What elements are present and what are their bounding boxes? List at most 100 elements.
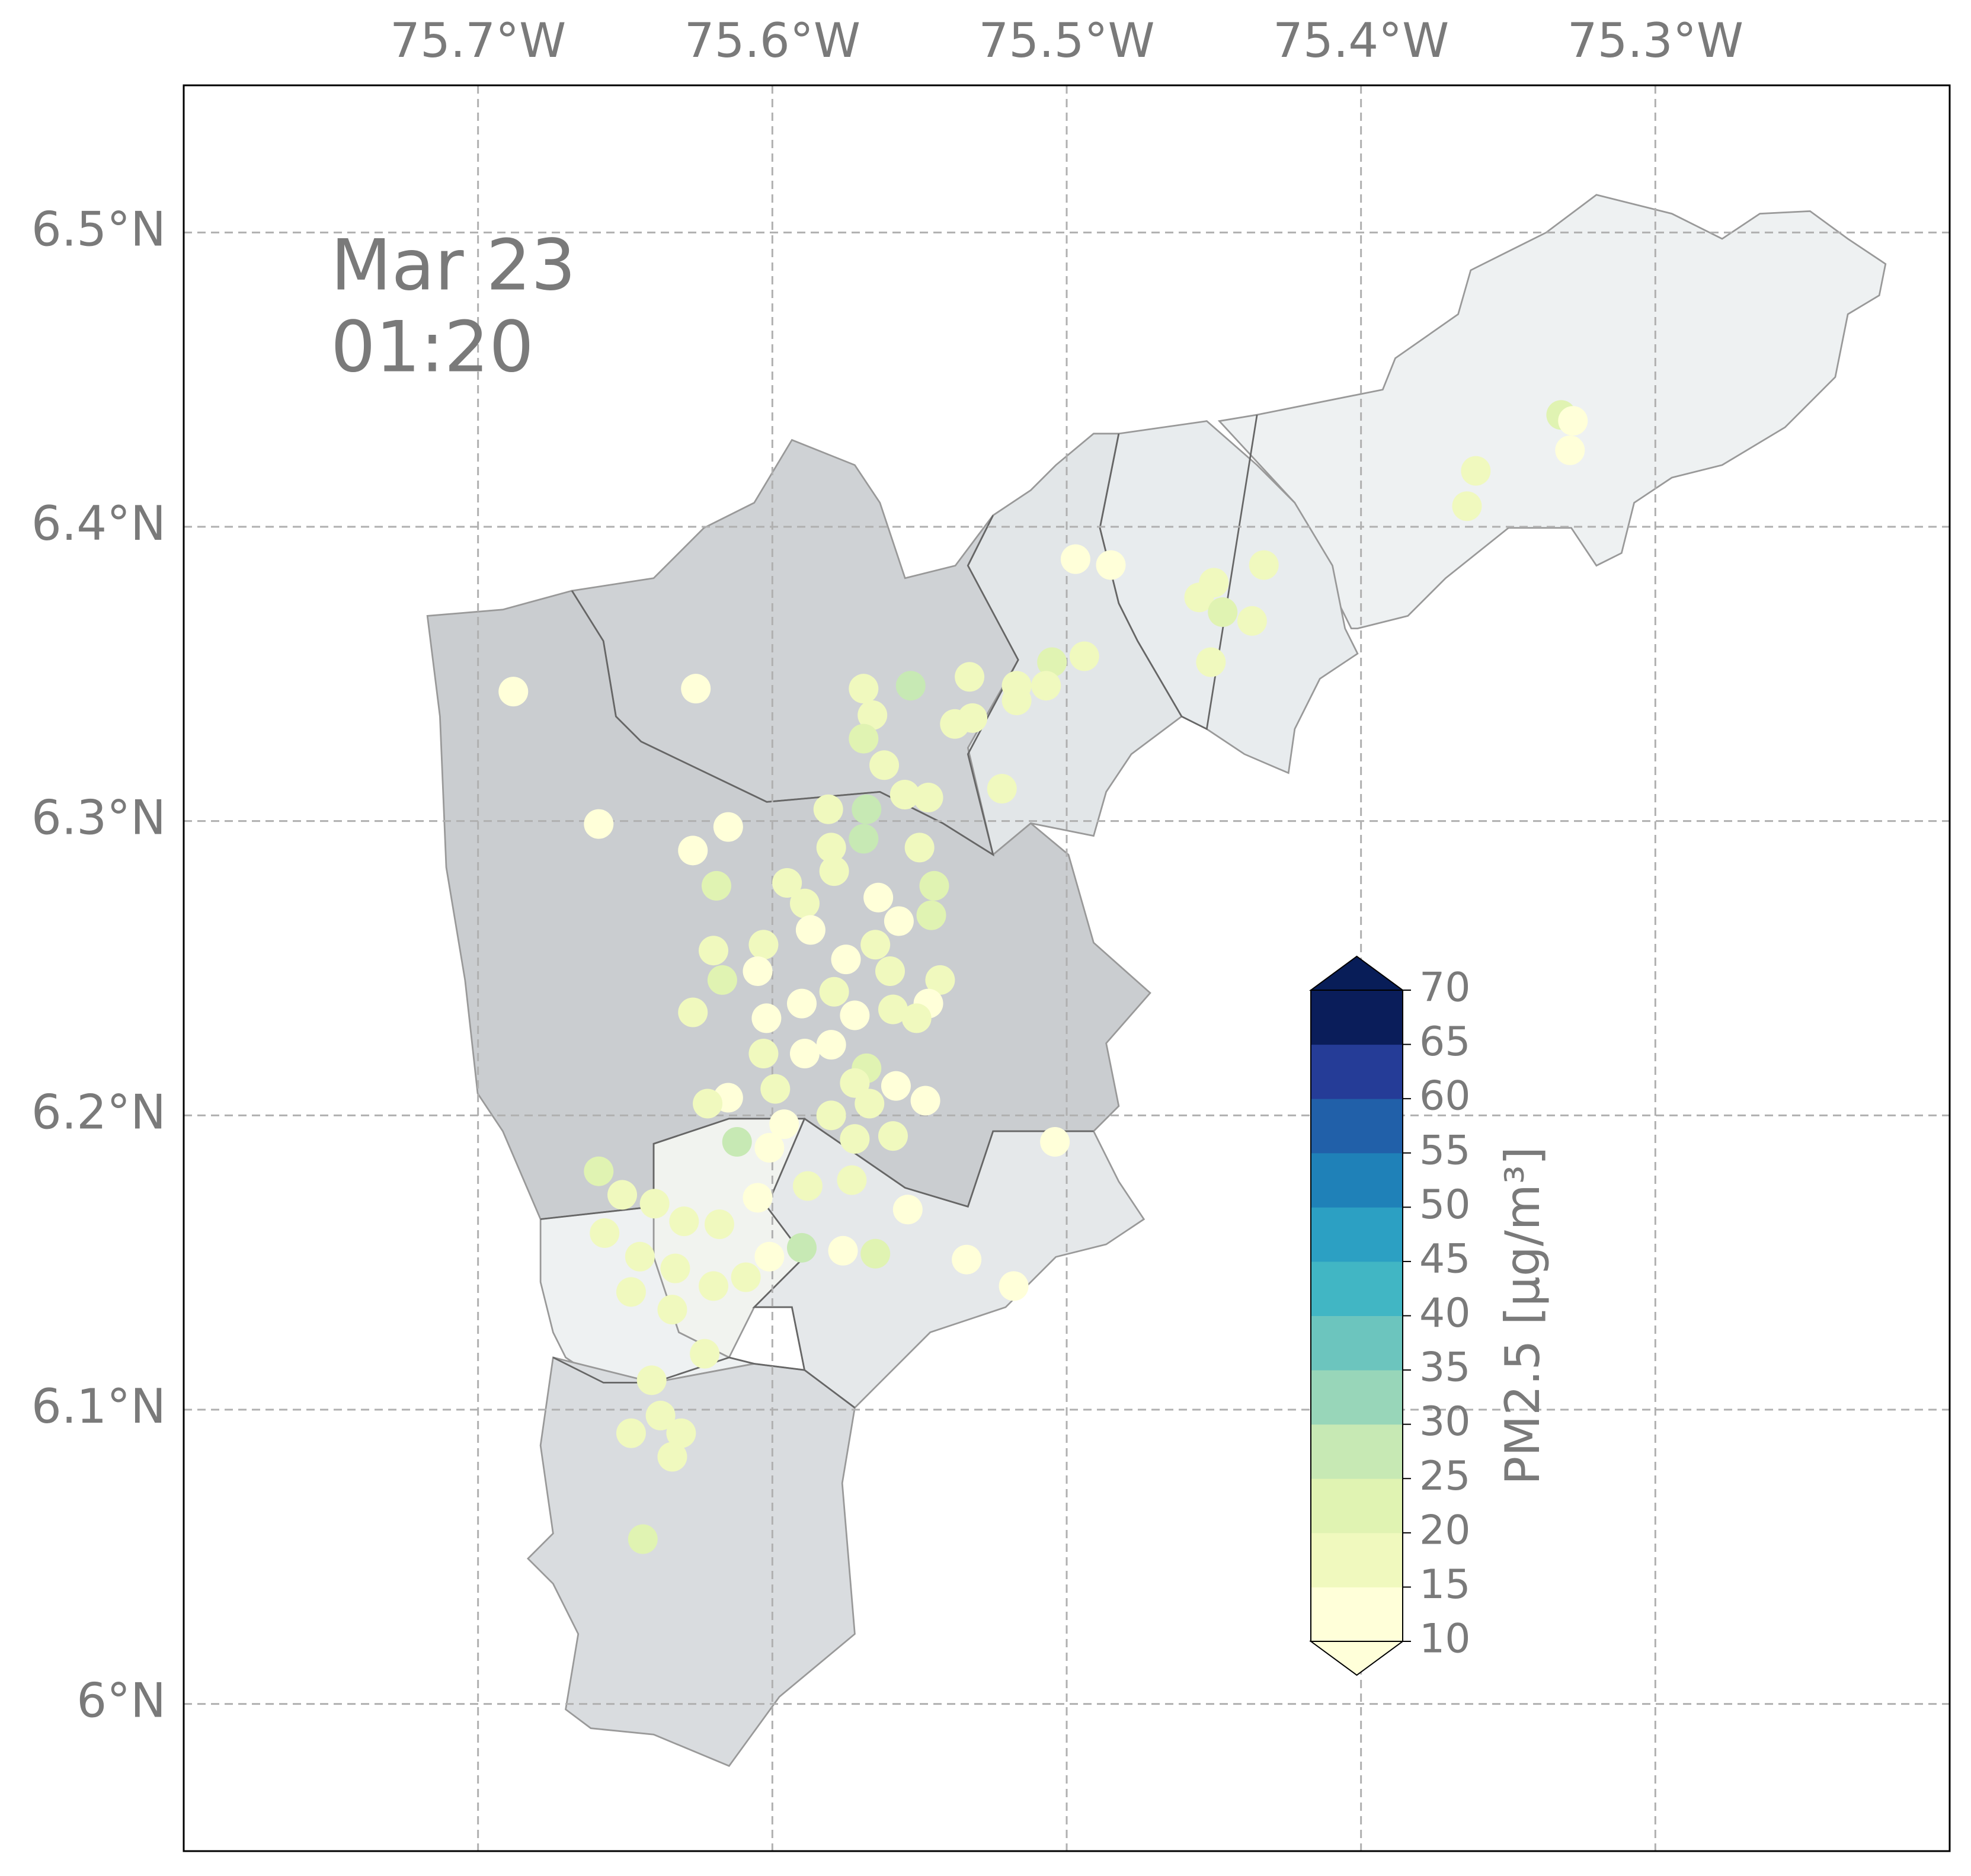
station (840, 1000, 870, 1030)
station (869, 750, 900, 780)
colorbar-tick-label: 50 (1419, 1182, 1471, 1228)
x-tick-label: 75.4°W (1273, 13, 1449, 68)
colorbar-segment (1311, 1532, 1403, 1587)
station (498, 677, 529, 707)
station (1002, 686, 1032, 716)
station (1060, 544, 1090, 574)
date-label: Mar 23 (331, 225, 576, 307)
colorbar-tick-label: 65 (1419, 1019, 1471, 1065)
colorbar-segment (1311, 1587, 1403, 1642)
station (889, 779, 920, 809)
y-tick-label: 6.5°N (31, 201, 166, 257)
station (916, 900, 946, 930)
station (878, 994, 908, 1025)
station (919, 870, 949, 901)
station (1555, 435, 1585, 465)
colorbar-tick-label: 45 (1419, 1235, 1471, 1282)
x-tick-label: 75.5°W (978, 13, 1154, 68)
station (669, 1206, 699, 1237)
station (748, 1039, 779, 1069)
station (1249, 550, 1279, 580)
station (857, 700, 888, 730)
station (590, 1218, 620, 1248)
station (816, 833, 846, 863)
station (760, 1074, 791, 1104)
station (831, 945, 861, 975)
station (863, 882, 894, 913)
colorbar-segment (1311, 1153, 1403, 1208)
station (881, 1071, 911, 1101)
station (769, 1109, 799, 1139)
station (1461, 456, 1491, 486)
station (913, 782, 943, 812)
station (636, 1365, 667, 1395)
station (704, 1209, 734, 1240)
station (1237, 606, 1267, 636)
station (840, 1068, 870, 1098)
station (713, 812, 743, 842)
station (1558, 406, 1588, 436)
station (699, 1271, 728, 1301)
station (616, 1277, 646, 1307)
colorbar-segment (1311, 1044, 1403, 1099)
station (952, 1244, 982, 1275)
station (1069, 641, 1099, 671)
station (999, 1271, 1029, 1301)
station (849, 723, 879, 754)
colorbar-tick-label: 25 (1419, 1453, 1471, 1500)
x-tick-label: 75.7°W (390, 13, 566, 68)
station (678, 835, 708, 866)
x-tick-label: 75.3°W (1567, 13, 1743, 68)
colorbar-extend-min (1308, 1641, 1405, 1676)
y-tick-label: 6.4°N (31, 496, 166, 551)
colorbar-tick-label: 55 (1419, 1127, 1471, 1174)
y-tick-label: 6.3°N (31, 790, 166, 846)
station (660, 1253, 690, 1283)
station (795, 915, 825, 945)
station (816, 1100, 846, 1131)
station (884, 906, 914, 936)
colorbar-segment (1311, 1315, 1403, 1371)
station (754, 1132, 785, 1163)
station (892, 1195, 923, 1225)
station (1096, 550, 1126, 580)
station (607, 1180, 638, 1210)
station (678, 997, 708, 1027)
station (875, 956, 905, 986)
plot-frame (183, 84, 1951, 1852)
time-label: 01:20 (331, 307, 534, 389)
station (616, 1418, 646, 1448)
station (701, 870, 731, 901)
colorbar-tick-label: 30 (1419, 1398, 1471, 1445)
station (895, 671, 926, 701)
boundary (552, 1356, 805, 1384)
x-tick-label: 75.6°W (684, 13, 860, 68)
station (743, 1183, 773, 1213)
station (789, 1039, 820, 1069)
station (699, 936, 728, 966)
station (860, 1238, 891, 1269)
station (1196, 647, 1226, 677)
colorbar-tick-label: 35 (1419, 1344, 1471, 1391)
colorbar-tick-label: 60 (1419, 1073, 1471, 1120)
station (707, 965, 737, 995)
station (792, 1171, 823, 1201)
station (625, 1241, 655, 1272)
station (628, 1524, 658, 1554)
station (789, 888, 820, 918)
station (1184, 582, 1214, 613)
station (852, 794, 882, 824)
station (819, 977, 849, 1007)
station (910, 1086, 940, 1116)
station (855, 1089, 885, 1119)
station (1031, 671, 1061, 701)
station (645, 1400, 676, 1430)
station (958, 703, 988, 733)
y-tick-label: 6°N (76, 1673, 166, 1728)
station (828, 1235, 858, 1266)
station (955, 662, 985, 692)
station (731, 1262, 761, 1292)
station (657, 1295, 687, 1325)
stations (498, 400, 1588, 1554)
